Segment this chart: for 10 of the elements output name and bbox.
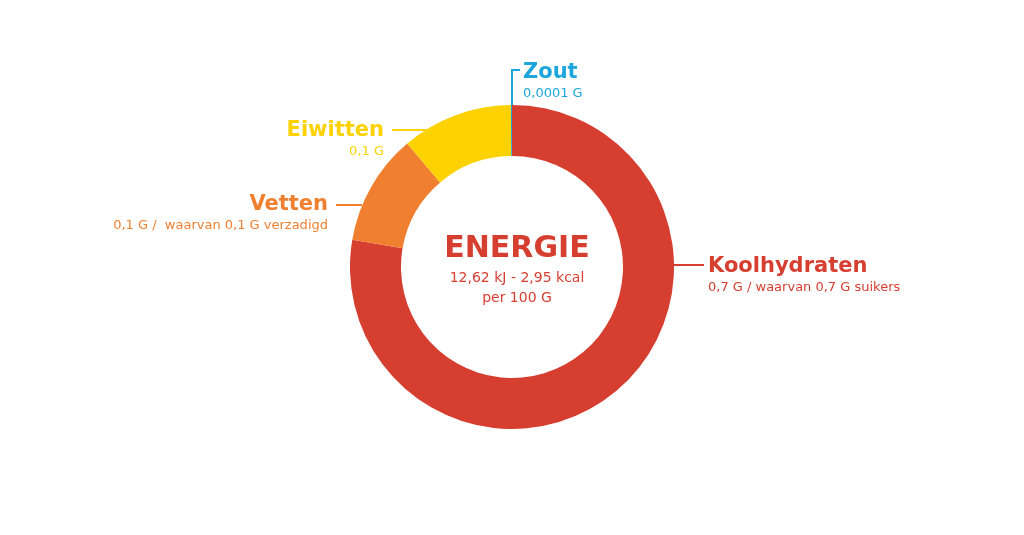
data-label: 0,1 G — [349, 142, 384, 158]
slice-label: Koolhydraten — [708, 253, 868, 277]
data-label: 0,1 G / waarvan 0,1 G verzadigd — [113, 216, 328, 232]
data-label: 0,7 G / waarvan 0,7 G suikers — [708, 278, 901, 294]
slice-label: Eiwitten — [286, 117, 384, 141]
text: 12,62 kJ - 2,95 kcal per 100 G — [449, 269, 585, 305]
data-label: 0,0001 G — [523, 84, 583, 100]
slice-label: Zout — [523, 59, 578, 83]
text: ENERGIE — [444, 228, 590, 264]
slice-label: Vetten — [249, 191, 328, 215]
